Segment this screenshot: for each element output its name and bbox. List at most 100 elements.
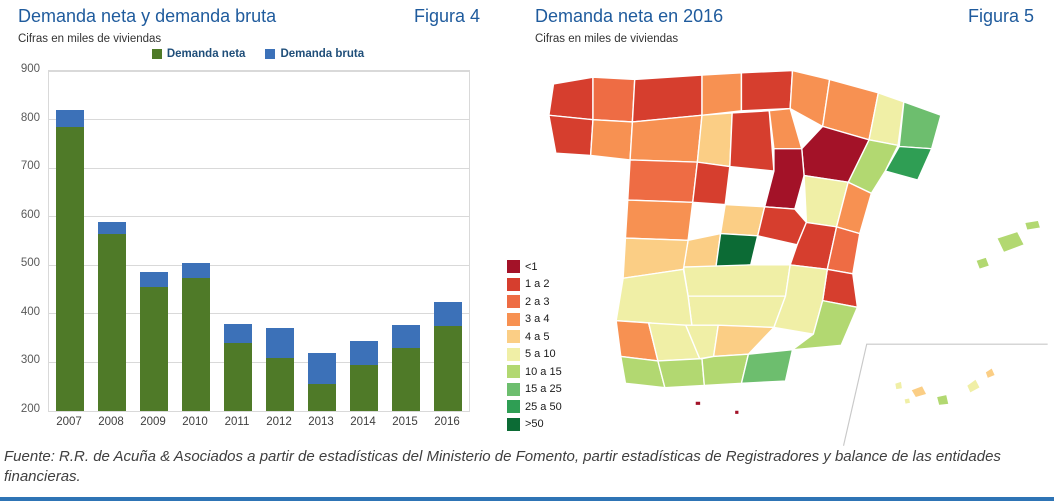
legend-label: Demanda neta [166, 48, 246, 60]
x-tick-label: 2011 [224, 416, 250, 428]
map-region-asturias [631, 74, 703, 123]
figure4-label: Figura 4 [414, 6, 481, 26]
source-note: Fuente: R.R. de Acuña & Asociados a part… [4, 448, 1001, 485]
map-region-murcia [790, 299, 859, 351]
map-region-malaga [657, 357, 706, 389]
bar-demanda-neta [98, 233, 126, 411]
map-region-tenerife [909, 384, 929, 399]
map-region-almeria [740, 348, 794, 384]
bar-demanda-neta [266, 357, 294, 411]
map-legend-swatch [507, 382, 520, 396]
bar-demanda-neta [308, 384, 336, 411]
map-legend-label: <1 [525, 260, 538, 273]
map-legend-row: <1 [507, 260, 562, 273]
gridline [49, 167, 469, 169]
legend-swatch [151, 49, 162, 59]
figure5-label: Figura 5 [968, 6, 1035, 26]
gridline [49, 410, 469, 412]
map-region-la-rioja [768, 107, 803, 150]
map-region-la-gomera [903, 396, 912, 406]
map-legend-row: 5 a 10 [507, 347, 562, 361]
map-region-pais-vasco [740, 69, 794, 112]
y-tick-label: 800 [20, 111, 40, 124]
map-region-madrid [715, 232, 759, 268]
map-region-toledo [682, 264, 791, 297]
gridline [49, 361, 469, 363]
map-legend-swatch [507, 260, 520, 273]
map-legend-row: 1 a 2 [507, 277, 562, 291]
canary-inset-frame [842, 343, 1048, 446]
x-tick-label: 2007 [56, 416, 82, 428]
map-legend-label: 15 a 25 [525, 383, 562, 395]
map-region-valladolid [691, 161, 731, 206]
bar-demanda-neta [392, 347, 420, 411]
map-legend-row: 2 a 3 [507, 295, 562, 308]
map-legend-swatch [507, 417, 520, 431]
map-region-zamora [627, 159, 699, 204]
map-region-ourense [589, 118, 634, 161]
figure4-subtitle: Cifras en miles de viviendas [18, 33, 162, 45]
map-region-pontevedra [548, 114, 594, 157]
map-region-gran-canaria [935, 393, 950, 407]
bar-demanda-bruta-cap [392, 324, 420, 348]
bar-demanda-bruta-cap [182, 262, 210, 279]
map-legend-label: >50 [525, 418, 544, 430]
bar-demanda-neta [140, 287, 168, 411]
map-region-la-palma [893, 380, 904, 391]
map-region-palencia [696, 112, 733, 168]
y-tick-label: 400 [20, 305, 40, 318]
y-tick-label: 200 [20, 403, 40, 415]
y-tick-label: 600 [20, 208, 40, 221]
map-region-salamanca [624, 199, 694, 241]
gridline [49, 216, 469, 218]
map-region-leon [629, 114, 703, 163]
map-legend-swatch [507, 347, 520, 361]
y-tick-label: 700 [20, 160, 40, 173]
gridline [49, 70, 469, 72]
map-legend-label: 3 a 4 [525, 313, 550, 325]
map-legend-label: 1 a 2 [525, 278, 550, 290]
figure4-plot [48, 70, 470, 412]
map-legend-label: 4 a 5 [525, 330, 550, 343]
y-tick-label: 300 [20, 354, 40, 367]
map-region-girona [898, 100, 942, 150]
map-region-ibiza [974, 256, 991, 271]
map-legend-label: 10 a 15 [525, 365, 562, 378]
x-tick-label: 2012 [266, 416, 292, 428]
legend-swatch [265, 49, 276, 59]
bar-demanda-bruta-cap [140, 271, 168, 288]
map-region-fuerteventura [965, 377, 982, 395]
x-tick-label: 2009 [140, 416, 166, 428]
x-tick-label: 2013 [308, 416, 334, 428]
y-tick-label: 900 [20, 63, 40, 75]
map-legend-label: 2 a 3 [525, 295, 550, 308]
bar-demanda-neta [56, 126, 84, 411]
bar-demanda-bruta-cap [266, 328, 294, 358]
bar-demanda-neta [182, 278, 210, 411]
map-region-avila [682, 232, 722, 268]
map-legend-row: 10 a 15 [507, 365, 562, 378]
spain-map [548, 69, 1048, 446]
map-legend-label: 5 a 10 [525, 348, 556, 360]
figure5-title: Demanda neta en 2016 [535, 6, 724, 26]
map-region-segovia [719, 203, 766, 237]
x-tick-label: 2014 [350, 416, 376, 428]
map-legend: <1 1 a 2 2 a 3 3 a 4 4 a 5 5 a 10 10 a 15 15 a … [507, 260, 562, 435]
map-legend-swatch [507, 330, 520, 343]
figure4-legend: Demanda neta Demanda bruta [48, 48, 468, 60]
x-tick-label: 2015 [392, 416, 418, 428]
chart-legend-item: Demanda bruta [265, 48, 364, 60]
map-region-ceuta [694, 400, 702, 407]
y-tick-label: 500 [20, 257, 40, 270]
map-region-menorca [1023, 219, 1042, 232]
bar-demanda-bruta-cap [224, 323, 252, 343]
map-legend-swatch [507, 295, 520, 308]
x-tick-label: 2008 [98, 416, 124, 428]
bar-demanda-bruta-cap [350, 340, 378, 365]
map-legend-row: 3 a 4 [507, 312, 562, 326]
bar-demanda-bruta-cap [98, 221, 126, 234]
map-legend-row: 4 a 5 [507, 330, 562, 343]
x-tick-label: 2016 [434, 416, 460, 428]
map-legend-swatch [507, 277, 520, 291]
